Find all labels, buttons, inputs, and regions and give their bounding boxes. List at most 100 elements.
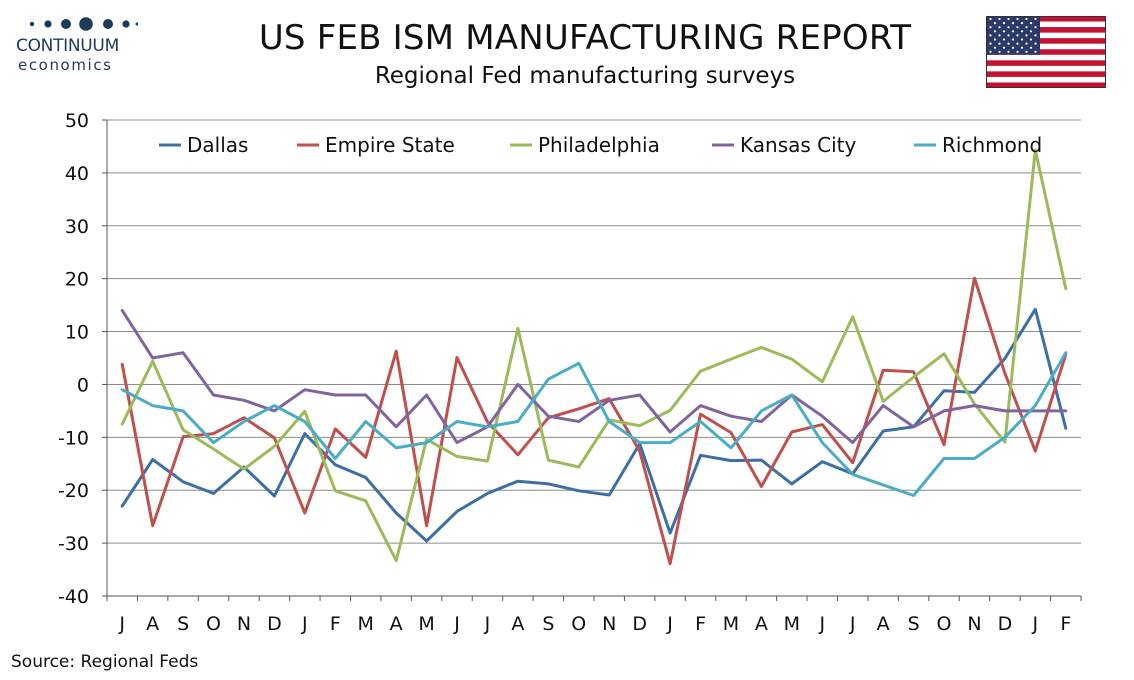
y-tick-label: 50 bbox=[65, 110, 89, 132]
flag-star bbox=[993, 22, 997, 25]
x-tick-label: N bbox=[602, 613, 616, 635]
flag-star bbox=[998, 17, 1001, 21]
flag-star bbox=[989, 42, 992, 45]
flag-star bbox=[998, 26, 1001, 29]
flag-star bbox=[1034, 42, 1037, 45]
x-tick-label: J bbox=[484, 613, 491, 635]
x-tick-label: A bbox=[511, 613, 524, 635]
y-tick-label: -10 bbox=[58, 427, 89, 449]
flag-star bbox=[989, 50, 992, 53]
flag-star bbox=[1011, 22, 1015, 25]
legend-label-philadelphia: Philadelphia bbox=[538, 133, 660, 157]
legend: Dallas Empire State Philadelphia Kansas Cit… bbox=[159, 133, 1042, 157]
series-line-empire-state bbox=[120, 276, 1068, 566]
flag-star bbox=[1002, 30, 1006, 33]
flag-star bbox=[1007, 26, 1010, 29]
flag-star bbox=[1011, 30, 1015, 33]
series-line-richmond bbox=[120, 351, 1068, 497]
flag-star bbox=[1034, 50, 1037, 53]
flag-star bbox=[993, 46, 997, 49]
y-tick-label: -30 bbox=[58, 533, 89, 555]
series-line-dallas bbox=[120, 307, 1068, 543]
legend-label-kansas-city: Kansas City bbox=[740, 133, 857, 157]
logo-subtext: economics bbox=[18, 56, 113, 74]
logo-name: CONTINUUM bbox=[16, 36, 119, 56]
flag-star bbox=[1034, 34, 1037, 37]
x-tick-label: F bbox=[330, 613, 341, 635]
x-tick-label: M bbox=[418, 613, 434, 635]
source-note: Source: Regional Feds bbox=[11, 652, 199, 672]
x-tick-label: F bbox=[695, 613, 706, 635]
flag-star bbox=[1007, 34, 1010, 37]
x-tick-label: O bbox=[206, 613, 221, 635]
x-tick-label: A bbox=[877, 613, 890, 635]
series-lines bbox=[120, 148, 1068, 566]
flag-star bbox=[998, 34, 1001, 37]
flag-star bbox=[1016, 26, 1019, 29]
flag-star bbox=[1020, 22, 1024, 25]
x-tick-label: O bbox=[571, 613, 586, 635]
us-flag-icon bbox=[986, 16, 1106, 88]
flag-star bbox=[1025, 17, 1028, 21]
flag-star bbox=[1029, 30, 1033, 33]
y-tick-label: 0 bbox=[77, 374, 89, 396]
x-tick-label: J bbox=[301, 613, 308, 635]
flag-star bbox=[1025, 34, 1028, 37]
x-tick-label: M bbox=[723, 613, 739, 635]
x-tick-label: A bbox=[390, 613, 403, 635]
x-tick-label: J bbox=[453, 613, 460, 635]
flag-star bbox=[1029, 22, 1033, 25]
flag-star bbox=[1016, 17, 1019, 21]
legend-label-richmond: Richmond bbox=[942, 133, 1042, 157]
flag-star bbox=[1002, 22, 1006, 25]
flag-star bbox=[1034, 17, 1037, 21]
series-line-kansas-city bbox=[120, 308, 1068, 445]
series-line-philadelphia bbox=[120, 148, 1068, 563]
flag-star bbox=[998, 50, 1001, 53]
flag-star bbox=[1029, 38, 1033, 41]
flag-star bbox=[1025, 26, 1028, 29]
flag-star bbox=[1002, 38, 1006, 41]
flag-star bbox=[1020, 30, 1024, 33]
flag-star bbox=[1007, 17, 1010, 21]
legend-label-empire-state: Empire State bbox=[325, 133, 455, 157]
x-tick-label: J bbox=[849, 613, 856, 635]
flag-star bbox=[1020, 46, 1024, 49]
x-tick-label: S bbox=[908, 613, 920, 635]
gridlines bbox=[107, 119, 1081, 544]
y-tick-label: -40 bbox=[58, 586, 89, 608]
y-tick-label: 20 bbox=[65, 269, 89, 291]
y-tick-label: 40 bbox=[65, 163, 89, 185]
flag-star bbox=[989, 17, 992, 21]
x-tick-label: J bbox=[118, 613, 125, 635]
flag-star bbox=[1007, 42, 1010, 45]
axes bbox=[102, 119, 1082, 601]
flag-star bbox=[989, 34, 992, 37]
x-tick-label: S bbox=[542, 613, 554, 635]
flag-star bbox=[1016, 34, 1019, 37]
flag-star bbox=[1034, 26, 1037, 29]
x-tick-label: N bbox=[967, 613, 981, 635]
flag-star bbox=[1025, 50, 1028, 53]
x-tick-label: A bbox=[755, 613, 768, 635]
x-tick-label: D bbox=[267, 613, 282, 635]
x-tick-label: M bbox=[358, 613, 374, 635]
flag-star bbox=[1025, 42, 1028, 45]
x-tick-label: F bbox=[1060, 613, 1071, 635]
flag-star bbox=[993, 38, 997, 41]
y-tick-labels: -40 -30 -20 -10 0 10 20 30 40 50 bbox=[58, 110, 89, 608]
y-tick-label: 10 bbox=[65, 322, 89, 344]
y-tick-label: -20 bbox=[58, 480, 89, 502]
continuum-economics-logo: CONTINUUM economics bbox=[12, 14, 138, 76]
flag-star bbox=[1016, 50, 1019, 53]
flag-star bbox=[998, 42, 1001, 45]
logo-dots-icon bbox=[29, 17, 138, 31]
flag-star bbox=[1007, 50, 1010, 53]
chart-subtitle: Regional Fed manufacturing surveys bbox=[374, 63, 796, 89]
flag-star bbox=[1016, 42, 1019, 45]
flag-star bbox=[1011, 38, 1015, 41]
flag-star bbox=[989, 26, 992, 29]
x-tick-label: J bbox=[818, 613, 825, 635]
x-tick-label: O bbox=[937, 613, 952, 635]
